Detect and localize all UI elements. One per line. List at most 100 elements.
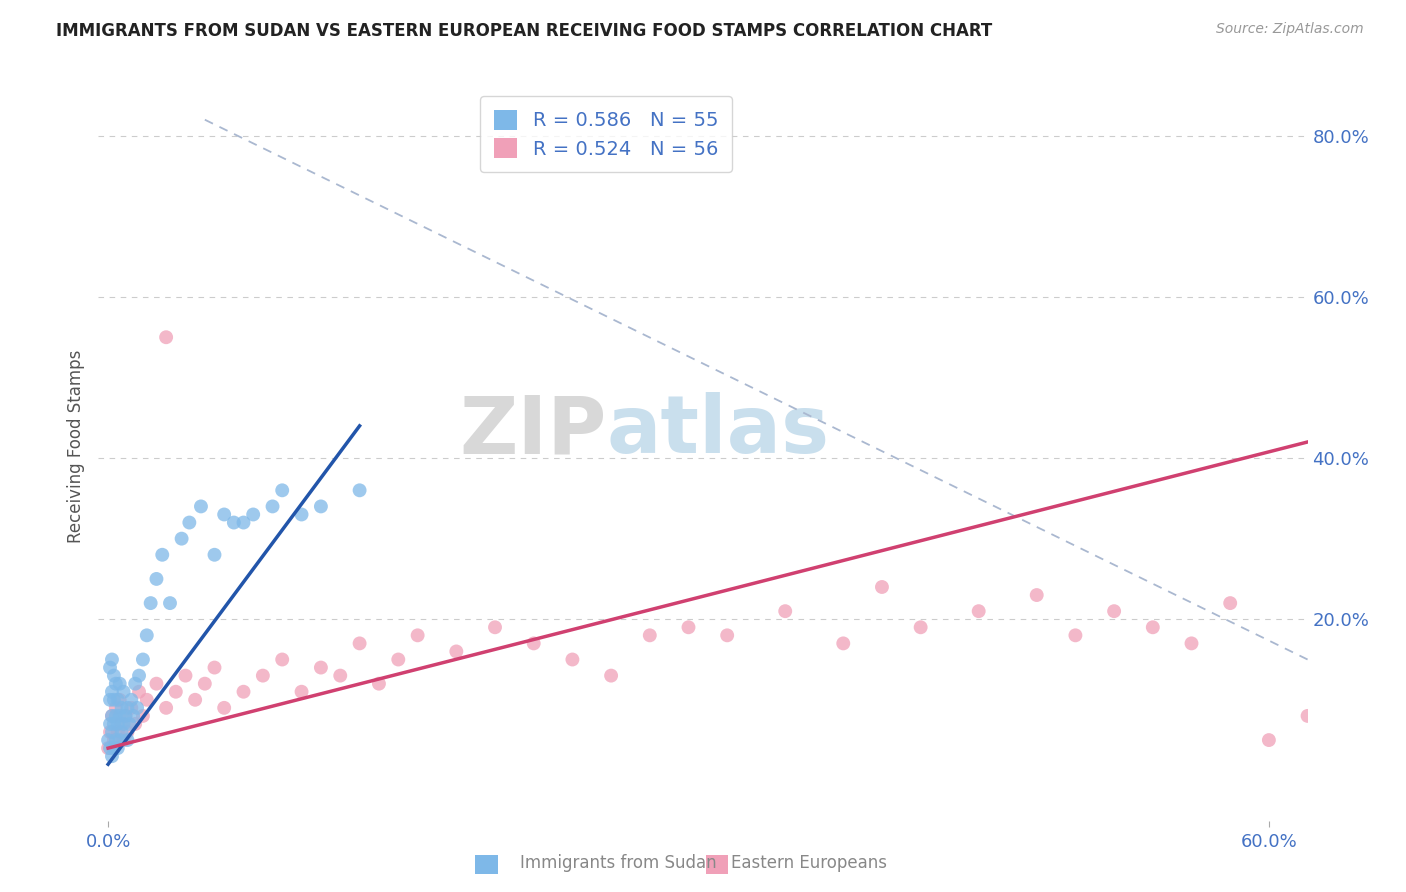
Point [290, 508, 312, 522]
Point [108, 733, 131, 747]
Legend: R = 0.586   N = 55, R = 0.524   N = 56: R = 0.586 N = 55, R = 0.524 N = 56 [481, 96, 733, 172]
Point [111, 717, 134, 731]
Point [773, 604, 796, 618]
Point [242, 508, 264, 522]
Point [262, 500, 284, 514]
Point [101, 709, 124, 723]
Point [112, 733, 135, 747]
Point [179, 516, 201, 530]
Point [112, 684, 135, 698]
Point [98, 741, 121, 756]
Point [104, 701, 127, 715]
Point [368, 676, 391, 690]
Point [145, 572, 167, 586]
Point [190, 500, 212, 514]
Point [212, 508, 235, 522]
Point [484, 620, 506, 634]
Point [118, 717, 141, 731]
Point [561, 652, 583, 666]
Point [155, 701, 177, 715]
Point [194, 676, 217, 690]
Point [1025, 588, 1047, 602]
Point [97, 741, 120, 756]
Point [1257, 733, 1279, 747]
Point [870, 580, 893, 594]
Point [600, 668, 623, 682]
Point [523, 636, 546, 650]
Point [117, 701, 139, 715]
Text: Immigrants from Sudan: Immigrants from Sudan [520, 855, 717, 872]
Point [638, 628, 661, 642]
Point [111, 725, 134, 739]
Point [112, 717, 135, 731]
Point [98, 660, 121, 674]
Point [290, 684, 312, 698]
Point [446, 644, 468, 658]
Point [309, 500, 332, 514]
Point [716, 628, 738, 642]
Point [252, 668, 274, 682]
Point [967, 604, 990, 618]
Point [120, 701, 142, 715]
Point [104, 709, 127, 723]
Point [204, 548, 226, 562]
Point [155, 330, 177, 344]
Point [122, 709, 145, 723]
Text: atlas: atlas [606, 392, 830, 470]
Point [135, 693, 157, 707]
Text: Eastern Europeans: Eastern Europeans [731, 855, 887, 872]
Point [222, 516, 245, 530]
Point [117, 733, 139, 747]
Point [103, 668, 125, 682]
Point [1296, 709, 1319, 723]
Text: ZIP: ZIP [458, 392, 606, 470]
Point [108, 676, 131, 690]
Point [678, 620, 700, 634]
Point [349, 483, 371, 498]
Point [135, 628, 157, 642]
Point [103, 733, 125, 747]
Point [101, 749, 124, 764]
Point [150, 548, 173, 562]
Point [107, 725, 129, 739]
Point [107, 741, 129, 756]
Point [910, 620, 932, 634]
Point [124, 676, 146, 690]
Point [108, 693, 131, 707]
Point [309, 660, 332, 674]
Point [101, 725, 124, 739]
Point [387, 652, 409, 666]
Text: IMMIGRANTS FROM SUDAN VS EASTERN EUROPEAN RECEIVING FOOD STAMPS CORRELATION CHAR: IMMIGRANTS FROM SUDAN VS EASTERN EUROPEA… [56, 22, 993, 40]
Point [114, 709, 136, 723]
Y-axis label: Receiving Food Stamps: Receiving Food Stamps [66, 350, 84, 542]
Point [104, 676, 127, 690]
Point [329, 668, 352, 682]
Point [103, 693, 125, 707]
Point [1102, 604, 1125, 618]
Point [232, 516, 254, 530]
Point [98, 717, 121, 731]
Point [212, 701, 235, 715]
Point [184, 693, 207, 707]
Point [132, 709, 155, 723]
Point [98, 693, 121, 707]
Point [97, 733, 120, 747]
Point [117, 725, 139, 739]
Point [139, 596, 162, 610]
Point [406, 628, 429, 642]
Point [101, 652, 124, 666]
Point [271, 483, 294, 498]
Point [1180, 636, 1202, 650]
Point [103, 741, 125, 756]
Point [170, 532, 193, 546]
Point [101, 684, 124, 698]
Point [832, 636, 855, 650]
Point [101, 709, 124, 723]
Point [107, 693, 129, 707]
Point [124, 717, 146, 731]
Point [1142, 620, 1164, 634]
Point [159, 596, 181, 610]
Point [104, 733, 127, 747]
Point [103, 717, 125, 731]
Point [204, 660, 226, 674]
